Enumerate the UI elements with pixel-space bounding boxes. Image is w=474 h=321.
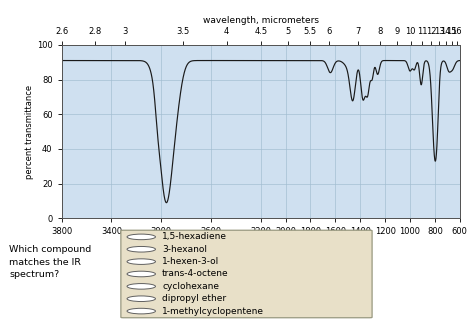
Circle shape: [127, 296, 155, 301]
Text: trans-4-octene: trans-4-octene: [162, 270, 229, 279]
Circle shape: [127, 247, 155, 252]
X-axis label: wavelength, micrometers: wavelength, micrometers: [203, 16, 319, 25]
FancyBboxPatch shape: [121, 230, 372, 318]
Circle shape: [127, 271, 155, 277]
Text: cyclohexane: cyclohexane: [162, 282, 219, 291]
Text: Which compound
matches the IR
spectrum?: Which compound matches the IR spectrum?: [9, 245, 92, 279]
X-axis label: wavenumber, cm⁻¹: wavenumber, cm⁻¹: [217, 239, 304, 248]
Circle shape: [127, 234, 155, 240]
Circle shape: [127, 283, 155, 289]
Text: dipropyl ether: dipropyl ether: [162, 294, 226, 303]
Circle shape: [127, 308, 155, 314]
Circle shape: [127, 259, 155, 265]
Text: 1-hexen-3-ol: 1-hexen-3-ol: [162, 257, 219, 266]
Text: 3-hexanol: 3-hexanol: [162, 245, 207, 254]
Y-axis label: percent transmittance: percent transmittance: [25, 84, 34, 179]
Text: 1-methylcyclopentene: 1-methylcyclopentene: [162, 307, 264, 316]
Text: 1,5-hexadiene: 1,5-hexadiene: [162, 232, 227, 241]
